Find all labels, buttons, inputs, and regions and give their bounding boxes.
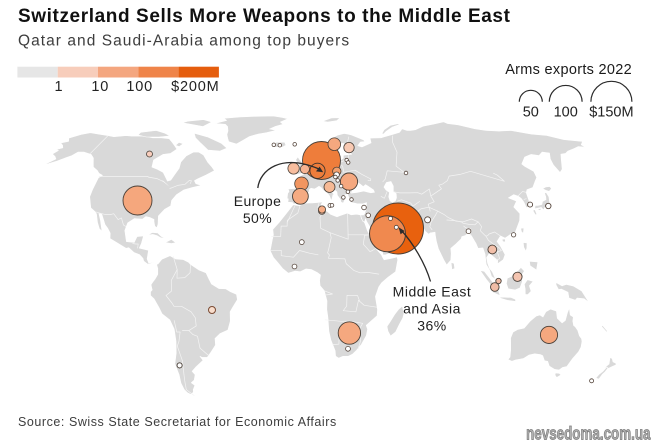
svg-text:Arms exports 2022: Arms exports 2022 xyxy=(505,62,632,78)
svg-text:and Asia: and Asia xyxy=(403,301,461,317)
svg-text:Middle East: Middle East xyxy=(393,284,472,300)
svg-text:Europe: Europe xyxy=(234,193,282,209)
svg-text:Switzerland Sells More Weapons: Switzerland Sells More Weapons to the Mi… xyxy=(18,6,511,27)
svg-text:nevsedoma.com.ua: nevsedoma.com.ua xyxy=(526,425,651,442)
svg-text:1: 1 xyxy=(54,79,63,95)
svg-text:Source: Swiss State Secretaria: Source: Swiss State Secretariat for Econ… xyxy=(18,415,337,429)
svg-text:$150M: $150M xyxy=(589,105,633,121)
svg-text:Qatar and Saudi-Arabia among t: Qatar and Saudi-Arabia among top buyers xyxy=(18,33,350,50)
svg-text:$200M: $200M xyxy=(171,79,219,95)
svg-text:50: 50 xyxy=(523,105,539,121)
svg-text:36%: 36% xyxy=(417,318,447,334)
svg-text:100: 100 xyxy=(554,105,578,121)
svg-text:50%: 50% xyxy=(243,210,272,226)
svg-text:100: 100 xyxy=(126,79,153,95)
svg-text:10: 10 xyxy=(91,79,109,95)
